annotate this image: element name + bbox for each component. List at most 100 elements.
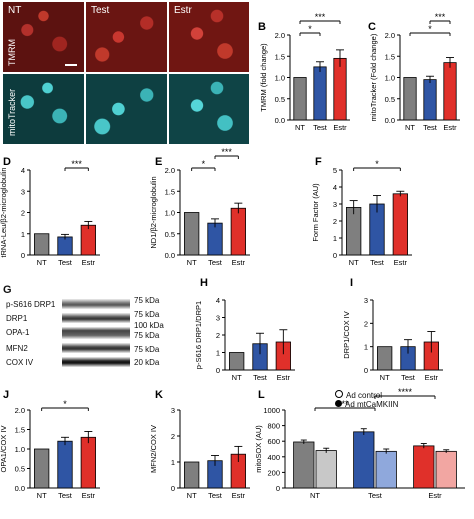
x-tick-label: NT xyxy=(405,123,415,132)
bar-nt-series-1 xyxy=(293,441,315,489)
x-tick-label: Test xyxy=(208,491,223,500)
blot-band-mfn2 xyxy=(62,343,130,353)
blot-label-mfn2: MFN2 xyxy=(6,344,28,353)
panel-label-e: E xyxy=(155,156,162,168)
y-tick-label: 0.0 xyxy=(275,116,285,125)
x-tick-label: NT xyxy=(37,491,47,500)
legend: Ad control Ad mtCaMKIIN xyxy=(335,390,398,410)
panel-label-h: H xyxy=(200,277,208,289)
x-tick-label: Test xyxy=(208,258,223,267)
bar-nt xyxy=(293,77,307,121)
bar-test xyxy=(423,79,437,121)
bar-estr xyxy=(80,436,96,489)
x-tick-label: Estr xyxy=(82,258,96,267)
y-tick-label: 4 xyxy=(216,296,220,305)
y-tick-label: 4 xyxy=(21,166,25,175)
bar-test xyxy=(207,222,223,256)
bar-test-series-1 xyxy=(353,431,375,489)
panel-label-j: J xyxy=(3,389,9,401)
x-tick-label: Estr xyxy=(333,123,347,132)
y-tick-label: 2.0 xyxy=(385,31,395,40)
y-axis-label: tRNA-Leu/β2-microglobulin xyxy=(0,167,8,257)
micrograph-mito-nt xyxy=(3,74,84,144)
legend-label: Ad control xyxy=(346,391,383,400)
x-tick-label: Test xyxy=(401,373,416,382)
bar-estr xyxy=(392,193,408,256)
significance-label: *** xyxy=(315,12,326,22)
x-tick-label: Test xyxy=(253,373,268,382)
bar-test xyxy=(57,236,73,256)
x-tick-label: Estr xyxy=(82,491,96,500)
mw-marker: 20 kDa xyxy=(134,358,160,367)
y-tick-label: 2.0 xyxy=(275,31,285,40)
mw-marker: 75 kDa xyxy=(134,331,160,340)
x-tick-label: Estr xyxy=(394,258,408,267)
y-tick-label: 1.0 xyxy=(385,74,395,83)
bar-nt xyxy=(184,461,200,489)
y-axis-label: mitoSOX (AU) xyxy=(254,425,263,473)
bar-test-series-2 xyxy=(375,450,397,489)
x-tick-label: Test xyxy=(370,258,385,267)
y-tick-label: 800 xyxy=(267,422,280,431)
col-label-test: Test xyxy=(91,5,110,16)
y-tick-label: 1.5 xyxy=(275,52,285,61)
y-tick-label: 600 xyxy=(267,437,280,446)
x-tick-label: NT xyxy=(37,258,47,267)
y-tick-label: 0.5 xyxy=(15,465,25,474)
x-tick-label: NT xyxy=(187,491,197,500)
y-tick-label: 0.5 xyxy=(165,230,175,239)
y-tick-label: 2.0 xyxy=(15,406,25,415)
significance-label: *** xyxy=(435,12,446,22)
y-tick-label: 1 xyxy=(364,343,368,352)
bar-test xyxy=(57,440,73,489)
panel-label-l: L xyxy=(258,389,265,401)
y-tick-label: 1.0 xyxy=(165,209,175,218)
y-tick-label: 0.0 xyxy=(385,116,395,125)
bar-nt xyxy=(184,212,200,256)
mw-marker: 100 kDa xyxy=(134,321,164,330)
x-tick-label: NT xyxy=(349,258,359,267)
bar-estr xyxy=(443,62,457,121)
y-tick-label: 200 xyxy=(267,468,280,477)
micrograph-tmrm-nt: NT xyxy=(3,2,84,72)
y-tick-label: 400 xyxy=(267,453,280,462)
blot-label-opa1: OPA-1 xyxy=(6,328,30,337)
bar-nt xyxy=(346,206,362,256)
col-label-estr: Estr xyxy=(174,5,192,16)
x-tick-label: Test xyxy=(423,123,438,132)
y-axis-label: p-S616 DRP1/DRP1 xyxy=(194,301,203,369)
significance-label: * xyxy=(202,159,206,169)
col-label-nt: NT xyxy=(8,5,22,16)
significance-label: **** xyxy=(398,387,413,397)
y-tick-label: 3 xyxy=(333,200,337,209)
y-tick-label: 2 xyxy=(216,331,220,340)
y-tick-label: 1.0 xyxy=(275,74,285,83)
x-tick-label: NT xyxy=(295,123,305,132)
y-tick-label: 0.5 xyxy=(385,95,395,104)
panel-label-b: B xyxy=(258,21,266,33)
mw-marker: 75 kDa xyxy=(134,296,160,305)
x-tick-label: Estr xyxy=(443,123,457,132)
x-tick-label: Test xyxy=(58,258,73,267)
blot-band-cox-iv xyxy=(62,357,130,367)
bar-estr xyxy=(230,207,246,256)
y-axis-label: mitoTracker (Fold change) xyxy=(369,33,378,121)
y-tick-label: 4 xyxy=(333,183,337,192)
y-tick-label: 5 xyxy=(333,166,337,175)
y-axis-label: DRP1/COX IV xyxy=(342,311,351,359)
bar-nt xyxy=(34,448,50,489)
micrograph-mito-estr xyxy=(169,74,249,144)
y-tick-label: 2 xyxy=(333,217,337,226)
y-tick-label: 0 xyxy=(364,366,368,375)
y-tick-label: 1.0 xyxy=(15,445,25,454)
blot-label-drp1: DRP1 xyxy=(6,314,28,323)
x-tick-label: Estr xyxy=(232,258,246,267)
y-tick-label: 2 xyxy=(21,209,25,218)
x-tick-label: Estr xyxy=(277,373,291,382)
mw-marker: 75 kDa xyxy=(134,345,160,354)
panel-label-g: G xyxy=(3,284,12,296)
blot-panel: p-S616 DRP1 DRP1 OPA-1 MFN2 COX IV 75 kD… xyxy=(0,290,170,370)
panel-label-i: I xyxy=(350,277,353,289)
legend-item-ad-mtcamkiin: Ad mtCaMKIIN xyxy=(335,400,398,410)
x-tick-label: NT xyxy=(187,258,197,267)
